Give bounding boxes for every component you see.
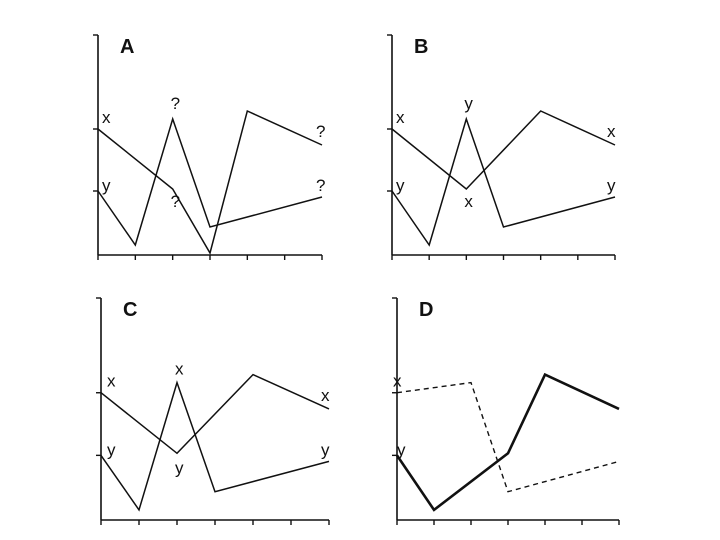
panel-A: Ax y???? — [93, 34, 325, 260]
series-y-line — [100, 380, 330, 512]
series-y-line — [391, 116, 616, 247]
annotation-label: x — [102, 108, 111, 127]
series-x-line — [391, 110, 616, 191]
annotation-label: x — [464, 192, 473, 211]
panel-label: B — [414, 36, 428, 58]
annotation-label: x — [396, 108, 405, 127]
annotation-label: y — [102, 176, 111, 195]
annotation-label: x — [393, 372, 402, 391]
annotation-label: y — [397, 440, 406, 459]
annotation-label: x — [607, 122, 616, 141]
annotation-label: y — [464, 94, 473, 113]
series-y-line — [395, 372, 620, 512]
annotation-label: y — [396, 176, 405, 195]
panel-D: Dx y — [392, 297, 620, 525]
series-x-line — [97, 109, 323, 255]
series-x-line — [100, 373, 330, 455]
panel-label: C — [123, 299, 137, 321]
annotation-label: y — [107, 440, 116, 459]
panel-label: D — [419, 299, 433, 321]
series-x-line — [396, 381, 620, 493]
annotation-label: ? — [316, 176, 325, 195]
annotation-label: x — [107, 372, 116, 391]
annotation-label: y — [321, 440, 330, 459]
annotation-label: ? — [316, 122, 325, 141]
series-y-line — [97, 116, 323, 247]
annotation-label: y — [175, 458, 184, 477]
panel-label: A — [120, 36, 134, 58]
annotation-label: y — [607, 176, 616, 195]
annotation-label: x — [175, 360, 184, 379]
annotation-label: ? — [171, 94, 180, 113]
panel-C: Cx y x y x y — [96, 297, 330, 525]
annotation-label: x — [321, 386, 330, 405]
panel-B: Bx y y x x y — [387, 34, 616, 260]
annotation-label: ? — [171, 192, 180, 211]
